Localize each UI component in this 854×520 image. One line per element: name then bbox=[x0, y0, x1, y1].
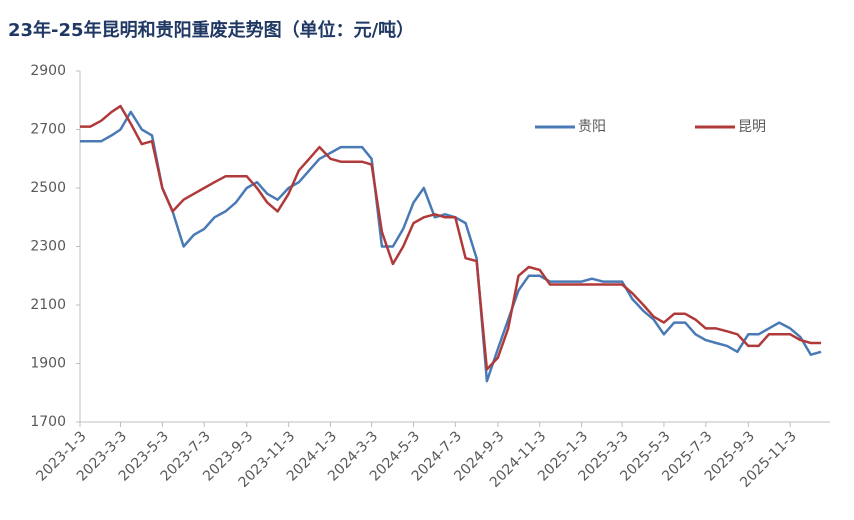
y-tick-label: 2100 bbox=[30, 297, 66, 313]
legend-label: 昆明 bbox=[738, 119, 766, 135]
y-tick-label: 2700 bbox=[30, 122, 66, 138]
y-tick-label: 2500 bbox=[30, 180, 66, 196]
y-tick-label: 1900 bbox=[30, 356, 66, 372]
legend-label: 贵阳 bbox=[578, 119, 606, 135]
chart-title: 23年-25年昆明和贵阳重废走势图（单位：元/吨） bbox=[8, 19, 414, 41]
series-line bbox=[80, 104, 822, 371]
y-tick-label: 2900 bbox=[30, 63, 66, 79]
y-tick-label: 2300 bbox=[30, 239, 66, 255]
series-line bbox=[80, 110, 822, 383]
y-tick-label: 1700 bbox=[30, 414, 66, 430]
